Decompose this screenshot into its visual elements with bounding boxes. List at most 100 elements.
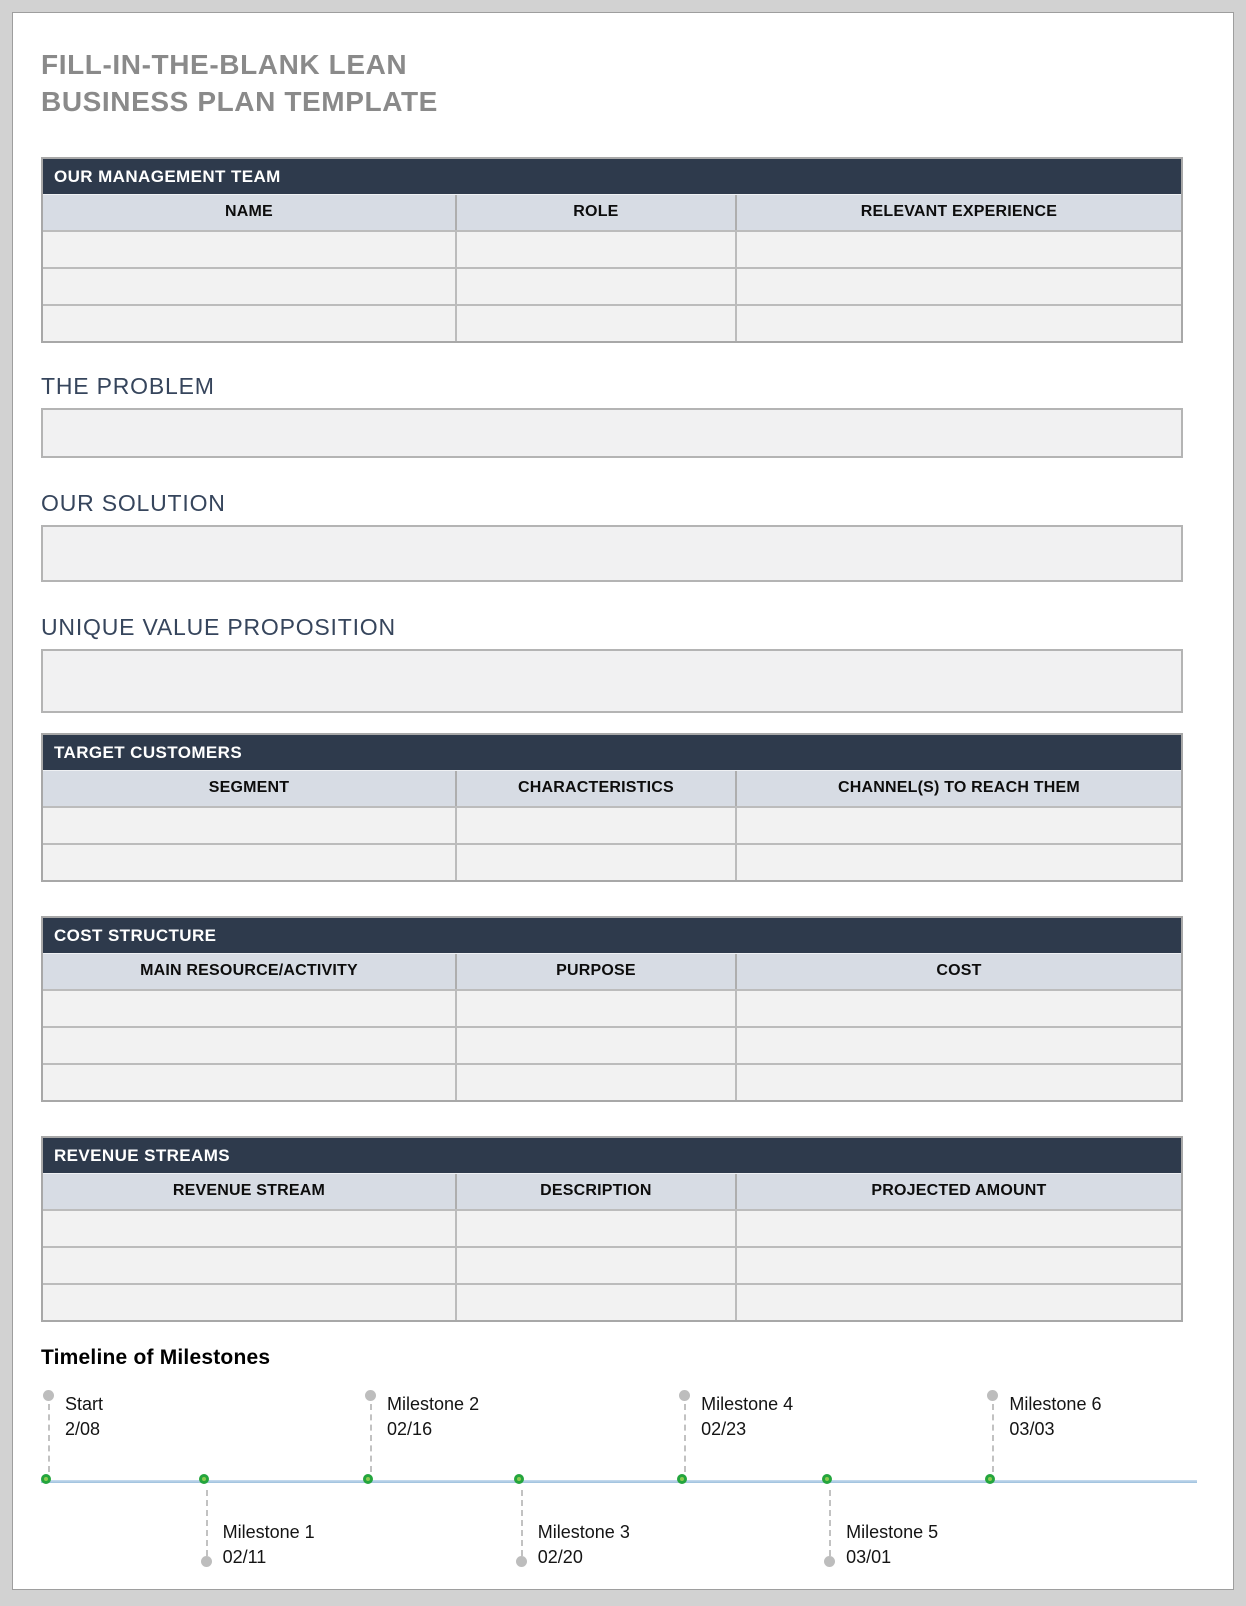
cost-structure-table-title: COST STRUCTURE (43, 917, 1181, 954)
table-cell-empty[interactable] (734, 1027, 1181, 1063)
revenue-streams-table-title: REVENUE STREAMS (43, 1137, 1181, 1174)
table-cell-empty[interactable] (43, 1284, 455, 1320)
milestone-name: Milestone 1 (222, 1521, 315, 1542)
table-cell-empty[interactable] (43, 305, 455, 341)
table-row (43, 266, 1181, 304)
table-cell-empty[interactable] (454, 1247, 735, 1283)
revenue-streams-table: REVENUE STREAMS REVENUE STREAM DESCRIPTI… (41, 1135, 1183, 1322)
target-customers-table: TARGET CUSTOMERS SEGMENT CHARACTERISTICS… (41, 732, 1183, 882)
table-row (43, 805, 1181, 843)
milestone-name: Milestone 4 (701, 1393, 794, 1414)
connector-endpoint-icon (824, 1555, 836, 1567)
milestone-date: 03/01 (846, 1547, 892, 1568)
column-header-revenue-stream: REVENUE STREAM (172, 1181, 326, 1199)
table-cell-empty[interactable] (454, 305, 735, 341)
target-customers-table-title: TARGET CUSTOMERS (43, 734, 1181, 771)
milestone-name: Start (64, 1393, 103, 1414)
milestone-point-icon (40, 1473, 51, 1484)
table-cell-empty[interactable] (454, 1027, 735, 1063)
milestone-label: Start 2/08 (65, 1392, 103, 1442)
section-heading-problem: THE PROBLEM (41, 372, 215, 399)
milestone-point-icon (513, 1473, 524, 1484)
table-row (43, 988, 1181, 1026)
connector-dashed-line (684, 1403, 687, 1472)
cost-structure-header-row: MAIN RESOURCE/ACTIVITY PURPOSE COST (43, 953, 1181, 989)
table-cell-empty[interactable] (734, 1210, 1181, 1246)
column-header-purpose: PURPOSE (454, 953, 735, 989)
table-cell-empty[interactable] (454, 231, 735, 267)
solution-input-box[interactable] (41, 524, 1183, 582)
table-cell-empty[interactable] (454, 1284, 735, 1320)
table-cell-empty[interactable] (43, 1247, 455, 1283)
table-cell-empty[interactable] (43, 807, 455, 843)
table-cell-empty[interactable] (43, 844, 455, 880)
milestone-point-icon (985, 1473, 996, 1484)
table-row (43, 303, 1181, 341)
connector-endpoint-icon (200, 1555, 212, 1567)
document-page: FILL-IN-THE-BLANK LEAN BUSINESS PLAN TEM… (12, 12, 1234, 1590)
milestone-point-icon (677, 1473, 688, 1484)
table-row (43, 229, 1181, 267)
table-cell-empty[interactable] (454, 268, 735, 304)
table-cell-empty[interactable] (43, 1064, 455, 1100)
milestone-date: 02/20 (537, 1547, 583, 1568)
column-header-projected-amount: PROJECTED AMOUNT (734, 1173, 1181, 1209)
document-title-line2: BUSINESS PLAN TEMPLATE (41, 85, 438, 117)
connector-dashed-line (992, 1403, 995, 1472)
column-header-role: ROLE (454, 194, 735, 230)
connector-dashed-line (520, 1489, 523, 1556)
timeline-line (41, 1479, 1197, 1483)
column-header-characteristics: CHARACTERISTICS (454, 770, 735, 806)
milestone-label: Milestone 3 02/20 (538, 1520, 630, 1570)
table-row (43, 842, 1181, 880)
milestone-point-icon (363, 1473, 374, 1484)
table-row (43, 1062, 1181, 1100)
column-header-main-resource: MAIN RESOURCE/ACTIVITY (140, 961, 358, 979)
table-cell-empty[interactable] (734, 1247, 1181, 1283)
table-cell-empty[interactable] (454, 990, 735, 1026)
milestone-date: 02/11 (222, 1547, 267, 1568)
uvp-input-box[interactable] (41, 648, 1183, 713)
table-row (43, 1208, 1181, 1246)
milestone-date: 2/08 (64, 1419, 101, 1440)
table-cell-empty[interactable] (43, 1027, 455, 1063)
table-cell-empty[interactable] (454, 844, 735, 880)
milestone-name: Milestone 6 (1009, 1393, 1102, 1414)
table-cell-empty[interactable] (454, 1064, 735, 1100)
milestone-label: Milestone 5 03/01 (846, 1520, 938, 1570)
table-cell-empty[interactable] (734, 1064, 1181, 1100)
table-cell-empty[interactable] (734, 268, 1181, 304)
table-cell-empty[interactable] (734, 844, 1181, 880)
table-row (43, 1282, 1181, 1320)
table-cell-empty[interactable] (734, 305, 1181, 341)
table-cell-empty[interactable] (734, 1284, 1181, 1320)
table-cell-empty[interactable] (43, 990, 455, 1026)
column-header-cost: COST (734, 953, 1181, 989)
connector-dashed-line (370, 1403, 373, 1472)
table-cell-empty[interactable] (43, 1210, 455, 1246)
management-team-header-row: NAME ROLE RELEVANT EXPERIENCE (43, 194, 1181, 230)
column-header-name: NAME (225, 202, 273, 220)
problem-input-box[interactable] (41, 407, 1183, 458)
table-cell-empty[interactable] (734, 807, 1181, 843)
table-cell-empty[interactable] (734, 231, 1181, 267)
target-customers-header-row: SEGMENT CHARACTERISTICS CHANNEL(S) TO RE… (43, 770, 1181, 806)
table-cell-empty[interactable] (43, 268, 455, 304)
milestone-label: Milestone 2 02/16 (387, 1392, 479, 1442)
table-cell-empty[interactable] (734, 990, 1181, 1026)
milestone-name: Milestone 5 (846, 1521, 939, 1542)
milestone-point-icon (822, 1473, 833, 1484)
milestone-date: 02/16 (387, 1419, 433, 1440)
milestone-point-icon (198, 1473, 209, 1484)
revenue-streams-header-row: REVENUE STREAM DESCRIPTION PROJECTED AMO… (43, 1173, 1181, 1209)
column-header-channels: CHANNEL(S) TO REACH THEM (734, 770, 1181, 806)
column-header-description: DESCRIPTION (454, 1173, 735, 1209)
table-cell-empty[interactable] (454, 807, 735, 843)
milestone-name: Milestone 2 (387, 1393, 480, 1414)
table-cell-empty[interactable] (43, 231, 455, 267)
table-cell-empty[interactable] (454, 1210, 735, 1246)
milestone-date: 02/23 (701, 1419, 747, 1440)
column-header-segment: SEGMENT (208, 778, 290, 796)
milestone-label: Milestone 6 03/03 (1009, 1392, 1101, 1442)
connector-dashed-line (829, 1489, 832, 1556)
